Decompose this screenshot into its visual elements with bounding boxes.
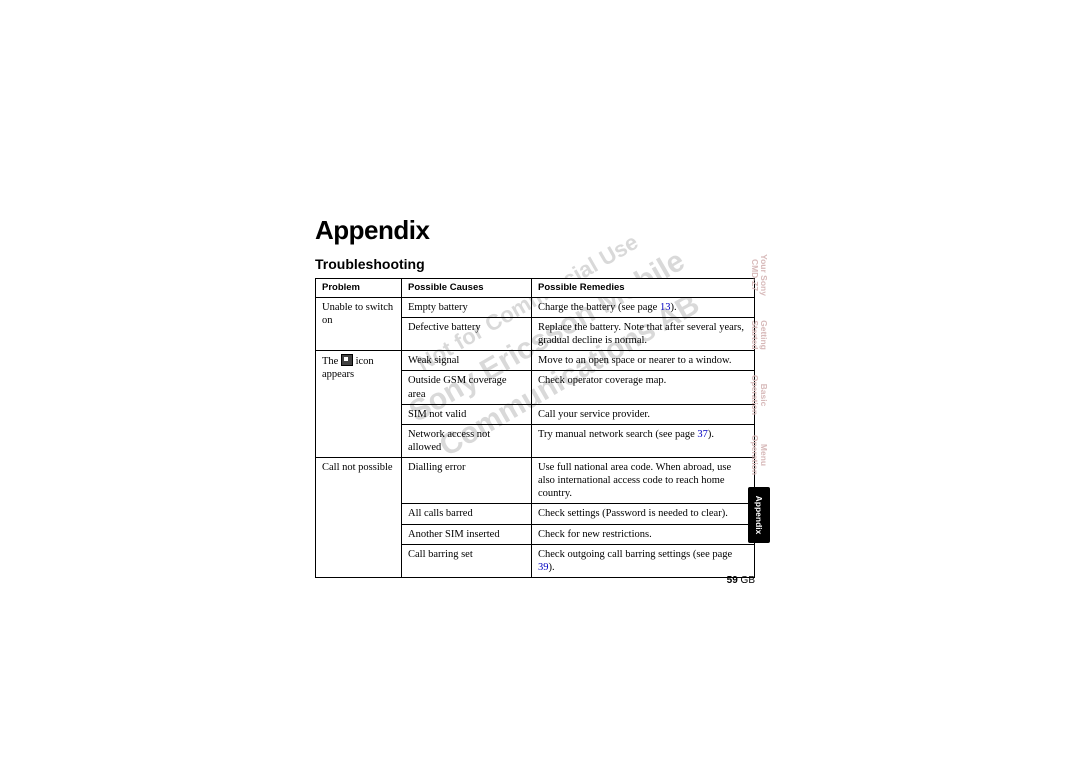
cell-cause: Outside GSM coverage area: [402, 371, 532, 404]
cell-cause: Network access not allowed: [402, 424, 532, 457]
cell-remedy: Use full national area code. When abroad…: [532, 458, 755, 504]
cell-cause: Empty battery: [402, 297, 532, 317]
cell-cause: Weak signal: [402, 351, 532, 371]
tab-getting-started[interactable]: GettingStarted: [748, 305, 770, 365]
table-row: The icon appears Weak signal Move to an …: [316, 351, 755, 371]
page-number: 59 GB: [727, 575, 755, 586]
cell-remedy: Check outgoing call barring settings (se…: [532, 544, 755, 577]
tab-menu-operation[interactable]: MenuOperation: [748, 425, 770, 485]
cell-remedy: Move to an open space or nearer to a win…: [532, 351, 755, 371]
cell-problem: Call not possible: [316, 458, 402, 578]
tab-your-sony[interactable]: Your SonyCMD-Z7: [748, 245, 770, 305]
cell-cause: Defective battery: [402, 318, 532, 351]
page-link[interactable]: 37: [697, 429, 708, 440]
troubleshooting-table: Problem Possible Causes Possible Remedie…: [315, 278, 755, 578]
cell-problem: The icon appears: [316, 351, 402, 458]
page-link[interactable]: 13: [660, 302, 671, 313]
section-subtitle: Troubleshooting: [315, 256, 755, 272]
signal-icon: [341, 354, 353, 366]
table-row: Unable to switch on Empty battery Charge…: [316, 297, 755, 317]
cell-cause: Another SIM inserted: [402, 524, 532, 544]
cell-remedy: Check for new restrictions.: [532, 524, 755, 544]
th-causes: Possible Causes: [402, 279, 532, 298]
table-row: Call not possible Dialling error Use ful…: [316, 458, 755, 504]
tab-appendix[interactable]: Appendix: [748, 487, 770, 543]
cell-cause: Dialling error: [402, 458, 532, 504]
cell-remedy: Try manual network search (see page 37).: [532, 424, 755, 457]
cell-remedy: Charge the battery (see page 13).: [532, 297, 755, 317]
th-problem: Problem: [316, 279, 402, 298]
page-title: Appendix: [315, 215, 755, 246]
cell-remedy: Check operator coverage map.: [532, 371, 755, 404]
table-header-row: Problem Possible Causes Possible Remedie…: [316, 279, 755, 298]
cell-cause: All calls barred: [402, 504, 532, 524]
tab-basic-operation[interactable]: BasicOperation: [748, 365, 770, 425]
cell-remedy: Replace the battery. Note that after sev…: [532, 318, 755, 351]
page-content: Appendix Troubleshooting Problem Possibl…: [315, 215, 755, 578]
cell-cause: Call barring set: [402, 544, 532, 577]
cell-remedy: Check settings (Password is needed to cl…: [532, 504, 755, 524]
cell-remedy: Call your service provider.: [532, 404, 755, 424]
cell-problem: Unable to switch on: [316, 297, 402, 350]
page-link[interactable]: 39: [538, 562, 549, 573]
cell-cause: SIM not valid: [402, 404, 532, 424]
th-remedies: Possible Remedies: [532, 279, 755, 298]
